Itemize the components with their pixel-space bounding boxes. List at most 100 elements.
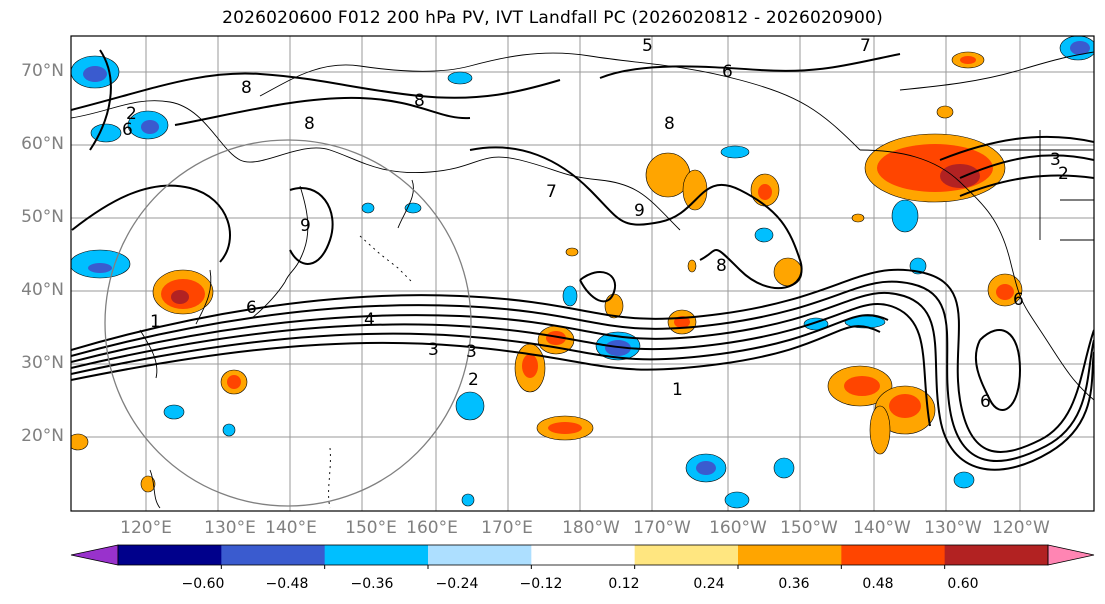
colorbar: [70, 544, 1095, 569]
contour-label: 8: [414, 91, 425, 111]
contour-label: 8: [664, 114, 675, 134]
lon-label: 150°E: [345, 518, 397, 538]
colorbar-tick-label: −0.48: [265, 576, 309, 592]
lon-label: 130°W: [924, 518, 982, 538]
pos-pv-patch: [869, 405, 891, 455]
pos-pv-patch: [936, 105, 954, 119]
colorbar-tick-label: 0.24: [693, 576, 725, 592]
contour-label: 2: [468, 370, 479, 390]
pos-pv-patch: [889, 394, 921, 418]
contour-label: 4: [364, 310, 375, 330]
pos-pv-patch: [548, 422, 582, 434]
neg-pv-patch: [88, 263, 112, 273]
lat-label: 30°N: [21, 353, 64, 373]
pos-pv-patch: [546, 331, 566, 345]
colorbar-tick-label: −0.24: [435, 576, 479, 592]
contour-label: 9: [634, 201, 645, 221]
colorbar-bin: [531, 545, 636, 565]
contour-label: 8: [241, 78, 252, 98]
graticule: [71, 36, 1094, 511]
neg-pv-patch: [696, 461, 716, 475]
pos-pv-patch: [687, 259, 697, 273]
map-title: 2026020600 F012 200 hPa PV, IVT Landfall…: [222, 8, 883, 28]
lon-label: 160°W: [709, 518, 767, 538]
contour-label: 3: [428, 340, 439, 360]
contour-label: 6: [1013, 290, 1024, 310]
coastlines: [71, 51, 1094, 509]
contour-label: 7: [860, 36, 871, 56]
lon-label: 150°W: [780, 518, 838, 538]
pv-anomaly-fill: [71, 36, 1094, 509]
pos-pv-patch: [682, 169, 708, 211]
colorbar-bin: [634, 545, 739, 565]
colorbar-tick-label: −0.12: [519, 576, 563, 592]
lon-label: 140°W: [853, 518, 911, 538]
colorbar-bin: [428, 545, 532, 565]
colorbar-extend-low: [70, 544, 119, 566]
contour-label: 6: [246, 298, 257, 318]
neg-pv-patch: [953, 471, 975, 489]
contour-label: 8: [304, 114, 315, 134]
colorbar-bin: [221, 545, 326, 565]
pos-pv-patch: [851, 213, 865, 223]
lon-label: 120°E: [120, 518, 172, 538]
pos-pv-patch: [522, 354, 538, 378]
contour-label: 1: [150, 312, 161, 332]
ivt-pc-contours: [71, 49, 1094, 471]
neg-pv-patch: [605, 340, 631, 356]
neg-pv-patch: [83, 66, 107, 82]
pos-pv-patch: [71, 433, 89, 451]
contour-label: 1: [672, 380, 683, 400]
lon-label: 120°W: [992, 518, 1050, 538]
lat-label: 20°N: [21, 426, 64, 446]
lat-label: 40°N: [21, 280, 64, 300]
pos-pv-patch: [940, 164, 980, 188]
lon-label: 170°E: [481, 518, 533, 538]
lon-label: 130°E: [204, 518, 256, 538]
pos-pv-patch: [565, 247, 579, 257]
contour-label: 6: [722, 62, 733, 82]
lat-label: 50°N: [21, 207, 64, 227]
lat-label: 70°N: [21, 61, 64, 81]
colorbar-extend-high: [1047, 544, 1095, 566]
pos-pv-patch: [877, 144, 993, 192]
neg-pv-patch: [562, 285, 578, 307]
pos-pv-patch: [758, 184, 772, 200]
colorbar-frame: [117, 544, 1049, 566]
pos-pv-patch: [844, 376, 880, 396]
colorbar-bin: [738, 545, 842, 565]
contour-label: 8: [716, 256, 727, 276]
neg-pv-patch: [141, 120, 159, 134]
contour-label: 2: [126, 104, 137, 124]
lat-label: 60°N: [21, 134, 64, 154]
pos-pv-patch: [996, 284, 1014, 300]
colorbar-bin: [841, 545, 946, 565]
contour-label: 9: [300, 216, 311, 236]
contour-label: 3: [466, 342, 477, 362]
lon-label: 170°W: [633, 518, 691, 538]
neg-pv-patch: [724, 491, 750, 509]
colorbar-bin: [118, 545, 222, 565]
colorbar-tick-label: 0.60: [947, 576, 979, 592]
neg-pv-patch: [361, 202, 375, 214]
pos-pv-patch: [960, 56, 976, 64]
pos-pv-patch: [171, 290, 189, 304]
contour-label: 6: [980, 392, 991, 412]
neg-pv-patch: [163, 404, 185, 420]
colorbar-tick-label: 0.12: [608, 576, 640, 592]
colorbar-tick-label: 0.36: [778, 576, 810, 592]
lon-label: 140°E: [265, 518, 317, 538]
neg-pv-patch: [455, 391, 485, 421]
contour-label: 3: [1050, 150, 1061, 170]
neg-pv-patch: [447, 71, 473, 85]
pos-pv-patch: [227, 375, 241, 389]
colorbar-tick-label: −0.60: [181, 576, 225, 592]
neg-pv-patch: [891, 199, 919, 233]
neg-pv-patch: [222, 423, 236, 437]
lon-label: 180°W: [562, 518, 620, 538]
colorbar-bin: [324, 545, 429, 565]
contour-label: 6: [122, 120, 133, 140]
neg-pv-patch: [720, 145, 750, 159]
neg-pv-patch: [461, 493, 475, 507]
contour-label: 5: [642, 36, 653, 56]
